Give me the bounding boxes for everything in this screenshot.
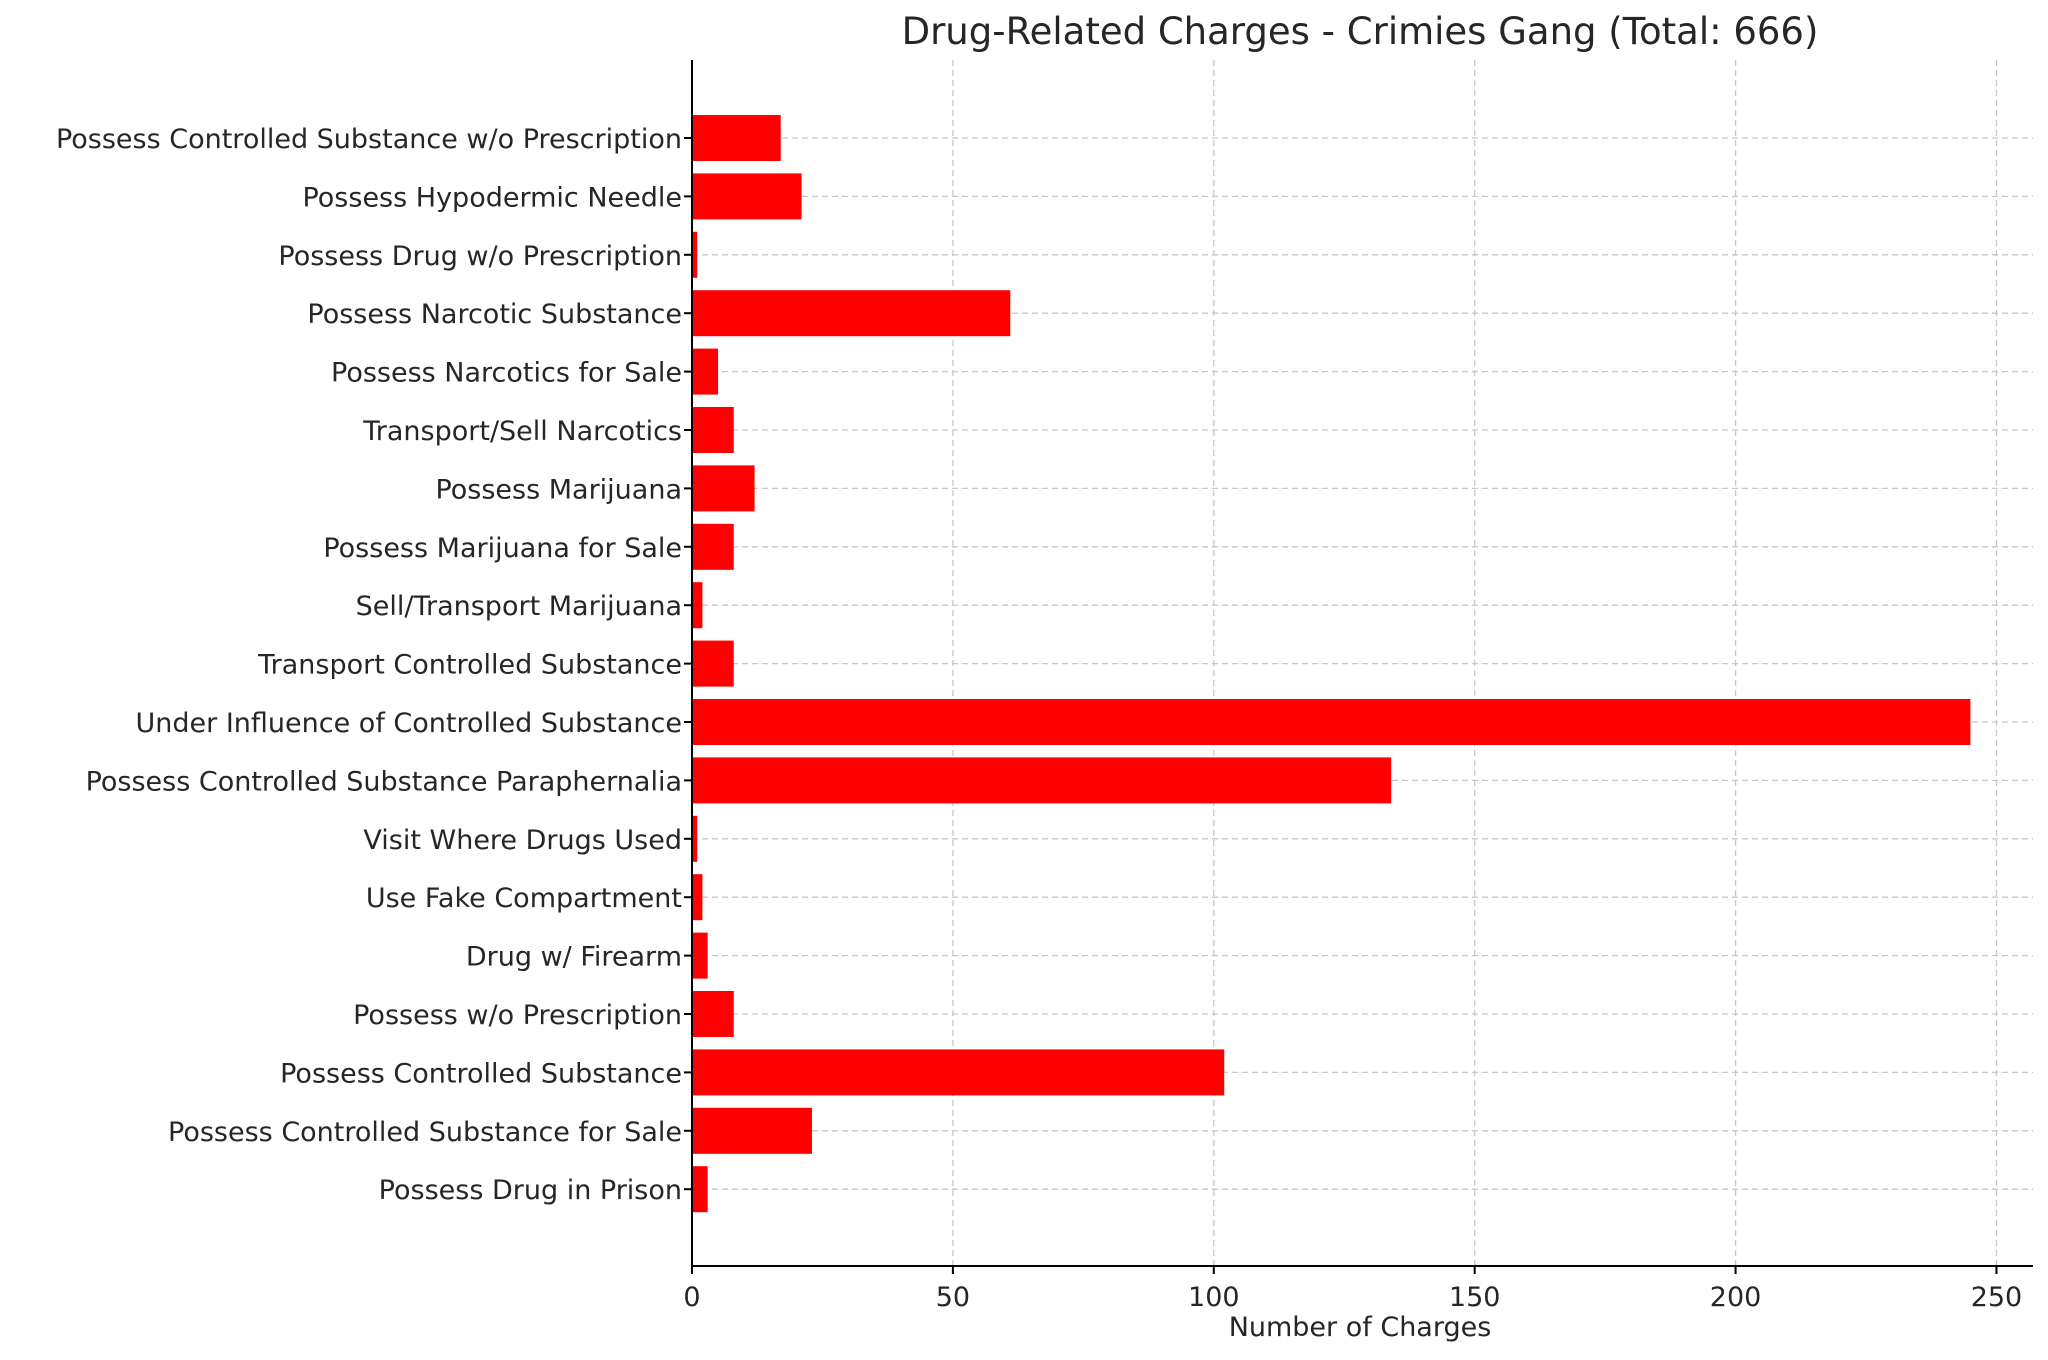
bar (692, 1166, 708, 1213)
bar (692, 523, 734, 570)
bar (692, 115, 781, 161)
y-tick-label: Possess w/o Prescription (353, 1000, 682, 1031)
y-tick-label: Possess Marijuana for Sale (323, 533, 682, 564)
bar (692, 874, 703, 921)
bar (692, 231, 698, 278)
bar (692, 290, 1011, 337)
y-tick-label: Possess Narcotic Substance (307, 299, 682, 330)
y-tick-label: Transport Controlled Substance (257, 650, 682, 681)
y-tick-label: Possess Drug w/o Prescription (278, 241, 682, 272)
bar (692, 1049, 1225, 1096)
x-axis-title: Number of Charges (1229, 1312, 1492, 1343)
axes (684, 60, 2033, 1274)
bar (692, 699, 1971, 745)
x-tick-label: 250 (1971, 1282, 2023, 1313)
y-tick-label: Possess Drug in Prison (379, 1175, 682, 1206)
y-tick-label: Drug w/ Firearm (466, 942, 682, 973)
y-tick-label: Possess Controlled Substance Paraphernal… (86, 766, 682, 797)
bars (692, 115, 1971, 1213)
bar (692, 640, 734, 687)
x-tick-label: 50 (936, 1282, 970, 1313)
x-tick-label: 100 (1188, 1282, 1240, 1313)
bar (692, 348, 719, 395)
y-tick-label: Use Fake Compartment (366, 883, 682, 914)
x-tick-label: 200 (1710, 1282, 1762, 1313)
labels: 0 50 100 150 200 250 Possess Controlled Substa… (56, 124, 2022, 1313)
y-tick-label: Under Influence of Controlled Substance (136, 708, 682, 739)
y-tick-label: Sell/Transport Marijuana (356, 591, 682, 622)
y-tick-label: Visit Where Drugs Used (363, 825, 682, 856)
bar (692, 1107, 813, 1154)
bar (692, 932, 708, 979)
bar (692, 991, 734, 1037)
y-tick-label: Possess Marijuana (435, 474, 682, 505)
x-tick-label: 150 (1449, 1282, 1501, 1313)
y-tick-label: Possess Controlled Substance w/o Prescri… (56, 124, 682, 155)
chart-title: Drug-Related Charges - Crimies Gang (Tot… (902, 10, 1819, 53)
bar (692, 173, 802, 220)
bar (692, 407, 734, 453)
x-tick-label: 0 (683, 1282, 700, 1313)
y-tick-label: Possess Controlled Substance for Sale (168, 1117, 682, 1148)
bar (692, 465, 755, 512)
bar (692, 582, 703, 629)
y-tick-label: Transport/Sell Narcotics (362, 416, 682, 447)
bar (692, 815, 698, 862)
y-tick-label: Possess Controlled Substance (280, 1058, 682, 1089)
y-tick-label: Possess Narcotics for Sale (331, 358, 682, 389)
bar (692, 757, 1392, 804)
y-tick-label: Possess Hypodermic Needle (302, 182, 682, 213)
